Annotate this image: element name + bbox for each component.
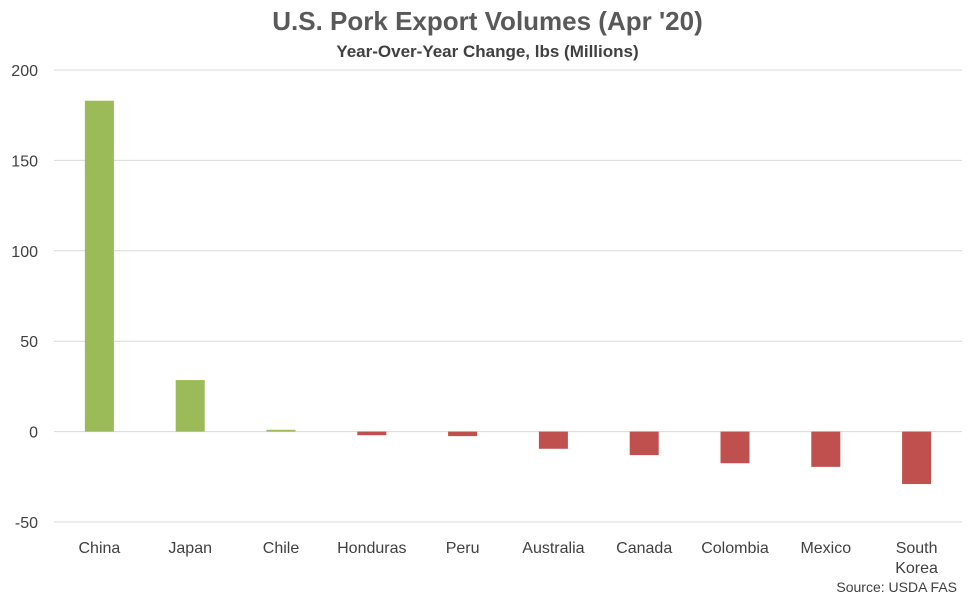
x-axis-ticks: China Japan Chile Honduras Peru Australia Cana… xyxy=(78,540,938,577)
x-tick-label: Canada xyxy=(616,540,672,557)
chart-title: U.S. Pork Export Volumes (Apr '20) xyxy=(272,6,703,36)
y-tick-label: 50 xyxy=(20,334,38,351)
y-tick-label: 0 xyxy=(29,425,38,442)
bar-china xyxy=(84,100,114,432)
y-tick-label: 100 xyxy=(11,244,38,261)
chart-subtitle: Year-Over-Year Change, lbs (Millions) xyxy=(336,42,639,61)
x-tick-label: Australia xyxy=(522,540,584,557)
bar-colombia xyxy=(720,431,750,464)
y-tick-label: -50 xyxy=(15,515,38,532)
bar-japan xyxy=(175,380,205,432)
y-tick-label: 150 xyxy=(11,153,38,170)
bar-chile xyxy=(266,429,296,432)
bar-peru xyxy=(448,431,478,437)
x-tick-label: South Korea xyxy=(895,540,938,577)
x-tick-label: Mexico xyxy=(800,540,851,557)
gridlines xyxy=(54,69,962,523)
bar-honduras xyxy=(357,431,387,436)
bar-mexico xyxy=(811,431,841,467)
bar-canada xyxy=(629,431,659,456)
x-tick-label: Colombia xyxy=(701,540,769,557)
bar-australia xyxy=(538,431,568,449)
y-axis-ticks: -50 0 50 100 150 200 xyxy=(11,63,38,532)
x-tick-label: Honduras xyxy=(337,540,406,557)
x-tick-label: Japan xyxy=(168,540,212,557)
bars xyxy=(84,100,932,485)
x-tick-label: Peru xyxy=(446,540,480,557)
y-tick-label: 200 xyxy=(11,63,38,80)
source-note: Source: USDA FAS xyxy=(836,579,957,595)
x-tick-label: China xyxy=(78,540,120,557)
x-tick-label: Chile xyxy=(263,540,300,557)
bar-south-korea xyxy=(902,431,932,485)
